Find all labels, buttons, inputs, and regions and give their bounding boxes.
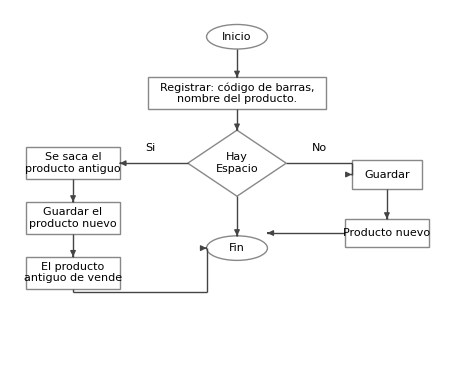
FancyBboxPatch shape [26, 257, 120, 289]
Ellipse shape [207, 236, 267, 260]
Text: El producto
antiguo de vende: El producto antiguo de vende [24, 262, 122, 283]
Text: Se saca el
producto antiguo: Se saca el producto antiguo [25, 152, 121, 174]
Text: Registrar: código de barras,
nombre del producto.: Registrar: código de barras, nombre del … [160, 82, 314, 105]
Text: Hay
Espacio: Hay Espacio [216, 152, 258, 174]
FancyBboxPatch shape [352, 160, 422, 189]
Text: No: No [311, 143, 327, 153]
FancyBboxPatch shape [148, 77, 326, 110]
Text: Si: Si [145, 143, 155, 153]
Text: Guardar: Guardar [364, 170, 410, 180]
Text: Producto nuevo: Producto nuevo [343, 228, 430, 238]
Text: Guardar el
producto nuevo: Guardar el producto nuevo [29, 207, 117, 229]
Text: Inicio: Inicio [222, 32, 252, 42]
FancyBboxPatch shape [26, 202, 120, 234]
Ellipse shape [207, 25, 267, 49]
Text: Fin: Fin [229, 243, 245, 253]
Polygon shape [188, 130, 286, 196]
FancyBboxPatch shape [26, 147, 120, 179]
FancyBboxPatch shape [345, 219, 429, 247]
